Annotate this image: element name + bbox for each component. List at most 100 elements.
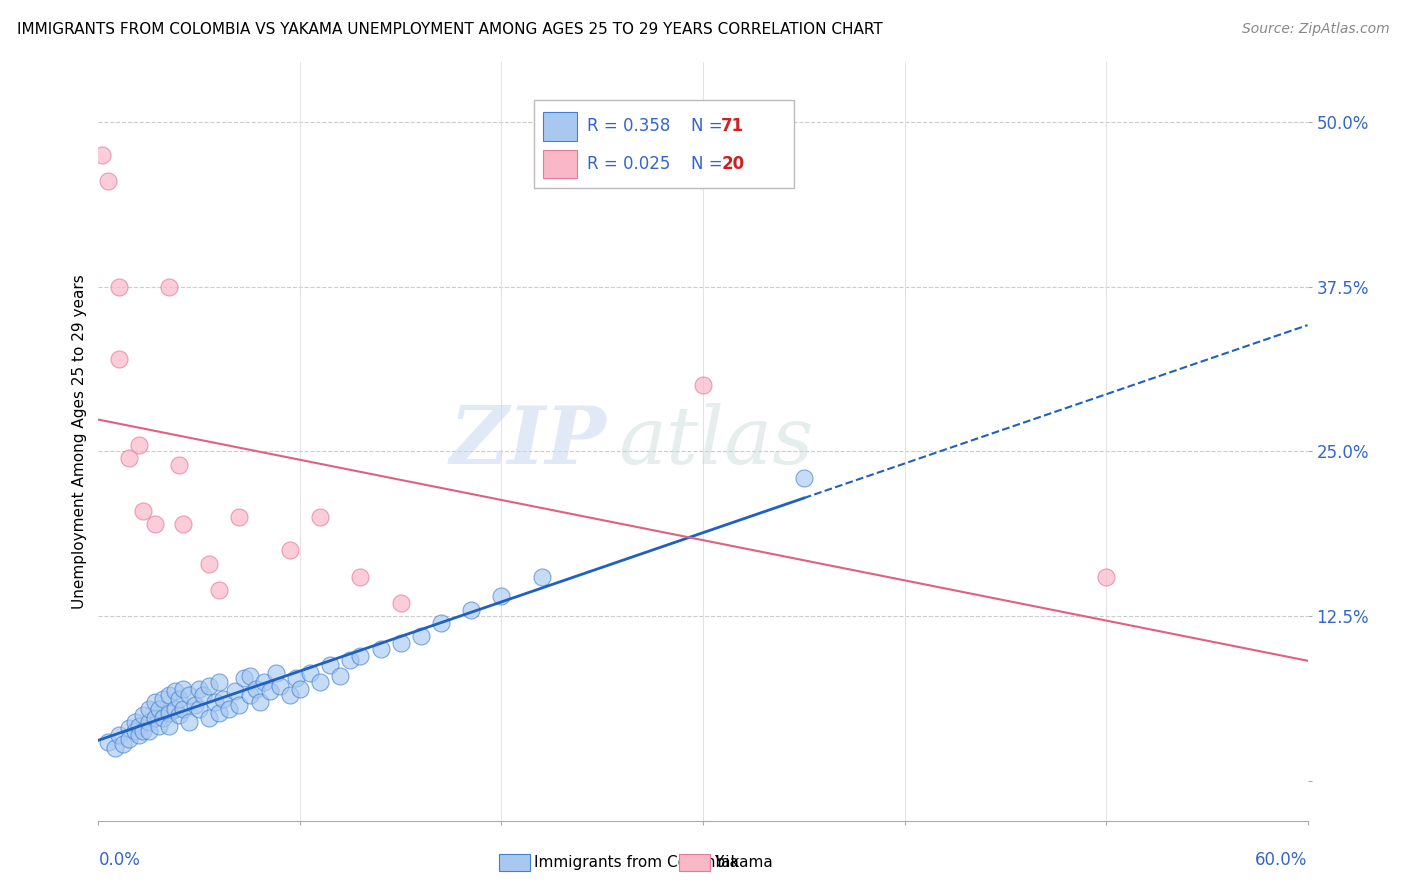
Point [249,695,271,709]
Point [97,734,120,748]
Text: ZIP: ZIP [450,403,606,480]
Point [370,642,392,657]
Point [198,711,221,725]
Point [253,675,276,690]
Point [269,679,291,693]
Point [349,648,371,663]
Point [208,675,231,690]
Point [188,701,211,715]
Point [349,570,371,584]
Point [198,679,221,693]
Point [118,722,141,736]
Text: 71: 71 [721,117,744,135]
Point [224,684,246,698]
Point [278,543,301,558]
Point [245,681,267,696]
Point [97,174,120,188]
Point [228,698,250,712]
Point [143,711,166,725]
Point [132,708,155,723]
Point [339,653,361,667]
Point [491,590,513,604]
Point [163,684,186,698]
Point [228,510,250,524]
Point [309,675,332,690]
Point [188,681,211,696]
Point [389,596,412,610]
Point [157,719,180,733]
Point [264,665,287,680]
Point [430,615,453,630]
Point [232,671,254,685]
Point [389,635,412,649]
Point [143,516,166,531]
Text: 60.0%: 60.0% [1256,851,1308,869]
Point [198,557,221,571]
Point [124,714,146,729]
Text: 0.0%: 0.0% [98,851,141,869]
Point [157,279,180,293]
Point [460,602,482,616]
Point [107,728,129,742]
Point [143,695,166,709]
Text: IMMIGRANTS FROM COLOMBIA VS YAKAMA UNEMPLOYMENT AMONG AGES 25 TO 29 YEARS CORREL: IMMIGRANTS FROM COLOMBIA VS YAKAMA UNEMP… [17,22,883,37]
Point [167,708,190,723]
Point [163,701,186,715]
Text: R = 0.358: R = 0.358 [586,117,671,135]
Point [128,719,150,733]
Point [329,668,352,682]
Point [409,629,432,643]
Point [212,692,235,706]
Point [148,701,170,715]
Point [118,731,141,746]
Text: N =: N = [690,117,728,135]
Text: atlas: atlas [619,403,814,480]
Point [152,711,174,725]
Bar [543,150,578,178]
Text: Yakama: Yakama [714,855,773,870]
Point [288,681,311,696]
Point [132,723,155,738]
Text: Source: ZipAtlas.com: Source: ZipAtlas.com [1241,22,1389,37]
Point [299,665,322,680]
Point [208,582,231,597]
Point [107,352,129,367]
Bar [543,112,578,141]
Point [132,504,155,518]
Point [167,458,190,472]
Point [692,378,714,392]
Point [1095,570,1118,584]
FancyBboxPatch shape [534,101,793,187]
Text: Immigrants from Colombia: Immigrants from Colombia [534,855,740,870]
Point [157,706,180,720]
Text: R = 0.025: R = 0.025 [586,155,671,173]
Point [172,516,194,531]
Point [118,450,141,465]
Point [193,689,215,703]
Point [157,689,180,703]
Point [124,723,146,738]
Point [184,698,207,712]
Point [239,689,262,703]
Point [128,438,150,452]
Point [259,684,281,698]
Point [319,658,342,673]
Y-axis label: Unemployment Among Ages 25 to 29 years: Unemployment Among Ages 25 to 29 years [72,274,87,609]
Point [152,692,174,706]
Text: N =: N = [690,155,728,173]
Point [91,147,114,161]
Point [172,681,194,696]
Point [111,737,134,751]
Point [179,714,201,729]
Point [278,689,301,703]
Point [138,701,160,715]
Point [107,279,129,293]
Point [239,668,262,682]
Text: 20: 20 [721,155,744,173]
Point [103,741,125,756]
Point [167,692,190,706]
Point [138,714,160,729]
Point [284,671,307,685]
Point [204,695,226,709]
Point [208,706,231,720]
